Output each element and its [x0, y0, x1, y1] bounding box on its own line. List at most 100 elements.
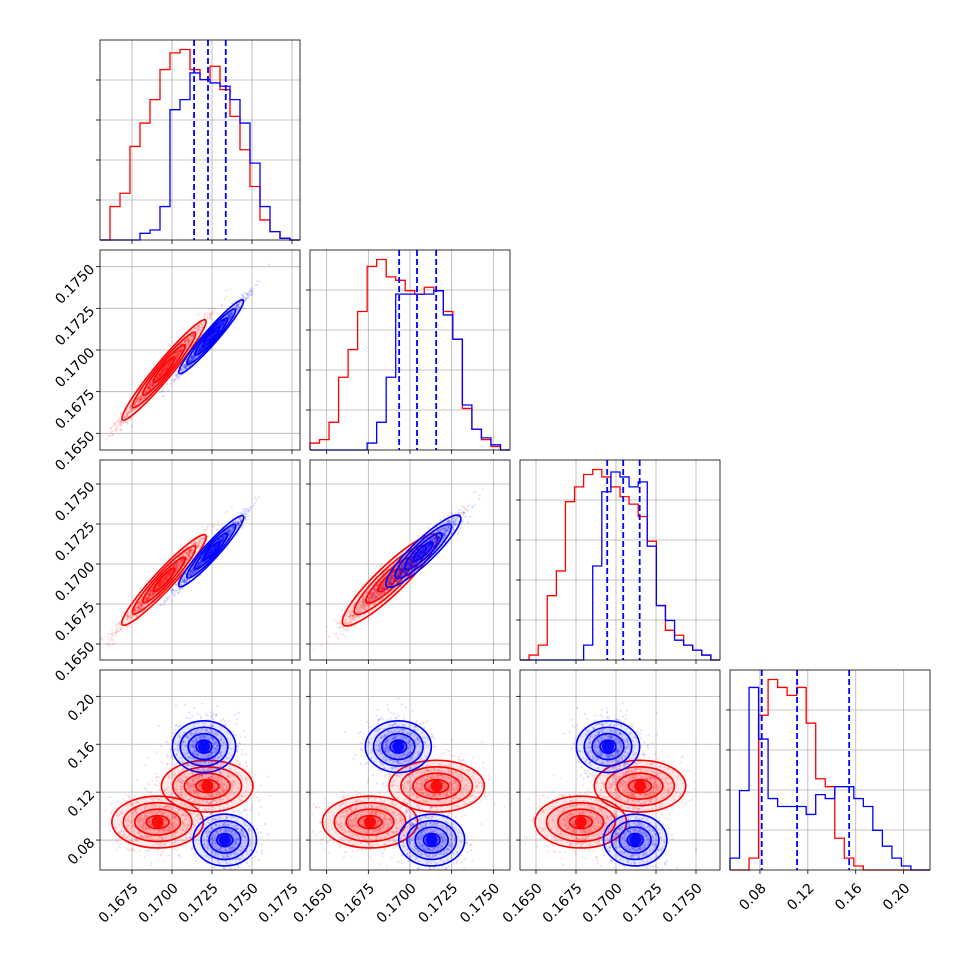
- scatter-point: [213, 311, 215, 313]
- scatter-point: [159, 392, 161, 394]
- scatter-point: [121, 626, 123, 628]
- scatter-point: [131, 425, 133, 427]
- scatter-point: [197, 313, 199, 315]
- scatter-point: [254, 284, 256, 286]
- contours-red: [116, 314, 212, 425]
- panel-1-1: [306, 250, 510, 450]
- scatter-point: [113, 642, 115, 644]
- scatter-point: [203, 529, 205, 531]
- scatter-point: [226, 510, 228, 512]
- scatter-point: [243, 307, 245, 309]
- scatter-point: [108, 643, 110, 645]
- scatter-point: [217, 524, 219, 526]
- scatter-point: [171, 599, 173, 601]
- scatter-point: [268, 263, 270, 265]
- scatter-point: [112, 631, 114, 633]
- scatter-point: [112, 425, 114, 427]
- scatter-point: [241, 294, 243, 296]
- scatter-point: [224, 512, 226, 514]
- scatter-point: [224, 298, 226, 300]
- scatter-point: [127, 625, 129, 627]
- scatter-point: [175, 378, 177, 380]
- scatter-point: [211, 530, 213, 532]
- panel-2-0: [88, 460, 300, 667]
- scatter-point: [122, 422, 124, 424]
- scatter-point: [112, 639, 114, 641]
- scatter-point: [206, 315, 208, 317]
- scatter-point: [168, 595, 170, 597]
- scatter-point: [237, 512, 239, 514]
- scatter-point: [201, 526, 203, 528]
- scatter-point: [79, 466, 81, 468]
- scatter-point: [208, 307, 210, 309]
- scatter-point: [205, 312, 207, 314]
- scatter-point: [170, 586, 172, 588]
- scatter-point: [203, 315, 205, 317]
- scatter-point: [225, 289, 227, 291]
- scatter-point: [175, 370, 177, 372]
- scatter-point: [116, 424, 118, 426]
- scatter-point: [230, 288, 232, 290]
- scatter-point: [245, 292, 247, 294]
- scatter-point: [168, 597, 170, 599]
- panel-grid: [310, 250, 510, 450]
- scatter-point: [105, 438, 107, 440]
- scatter-point: [115, 634, 117, 636]
- scatter-point: [210, 318, 212, 320]
- scatter-point: [177, 378, 179, 380]
- scatter-point: [114, 422, 116, 424]
- scatter-point: [249, 294, 251, 296]
- scatter-point: [96, 457, 98, 459]
- corner-panels: [79, 40, 930, 886]
- scatter-point: [152, 398, 154, 400]
- scatter-point: [166, 383, 168, 385]
- scatter-point: [158, 598, 160, 600]
- scatter-point: [107, 435, 109, 437]
- scatter-point: [231, 506, 233, 508]
- scatter-point: [127, 422, 129, 424]
- scatter-point: [252, 287, 254, 289]
- scatter-point: [246, 297, 248, 299]
- scatter-point: [210, 525, 212, 527]
- scatter-point: [221, 305, 223, 307]
- scatter-point: [159, 604, 161, 606]
- scatter-point: [249, 288, 251, 290]
- scatter-point: [173, 595, 175, 597]
- scatter-point: [162, 396, 164, 398]
- scatter-point: [111, 629, 113, 631]
- scatter-point: [205, 529, 207, 531]
- scatter-point: [205, 527, 207, 529]
- scatter-point: [217, 520, 219, 522]
- scatter-point: [242, 510, 244, 512]
- scatter-point: [118, 627, 120, 629]
- scatter-point: [259, 280, 261, 282]
- scatter-point: [115, 624, 117, 626]
- panel-1-0: [79, 250, 300, 469]
- scatter-point: [108, 636, 110, 638]
- scatter-point: [213, 524, 215, 526]
- scatter-point: [116, 629, 118, 631]
- scatter-point: [210, 314, 212, 316]
- scatter-point: [252, 291, 254, 293]
- scatter-point: [121, 631, 123, 633]
- scatter-point: [93, 656, 95, 658]
- scatter-point: [175, 375, 177, 377]
- scatter-point: [110, 637, 112, 639]
- scatter-layer: [88, 496, 260, 667]
- scatter-point: [248, 291, 250, 293]
- scatter-point: [242, 296, 244, 298]
- scatter-point: [101, 638, 103, 640]
- panel-0-0: [96, 40, 300, 240]
- scatter-point: [118, 630, 120, 632]
- scatter-point: [133, 622, 135, 624]
- scatter-point: [122, 612, 124, 614]
- scatter-point: [242, 508, 244, 510]
- scatter-point: [247, 519, 249, 521]
- scatter-point: [214, 308, 216, 310]
- scatter-layer: [79, 263, 270, 468]
- scatter-point: [243, 292, 245, 294]
- scatter-point: [112, 433, 114, 435]
- scatter-point: [110, 633, 112, 635]
